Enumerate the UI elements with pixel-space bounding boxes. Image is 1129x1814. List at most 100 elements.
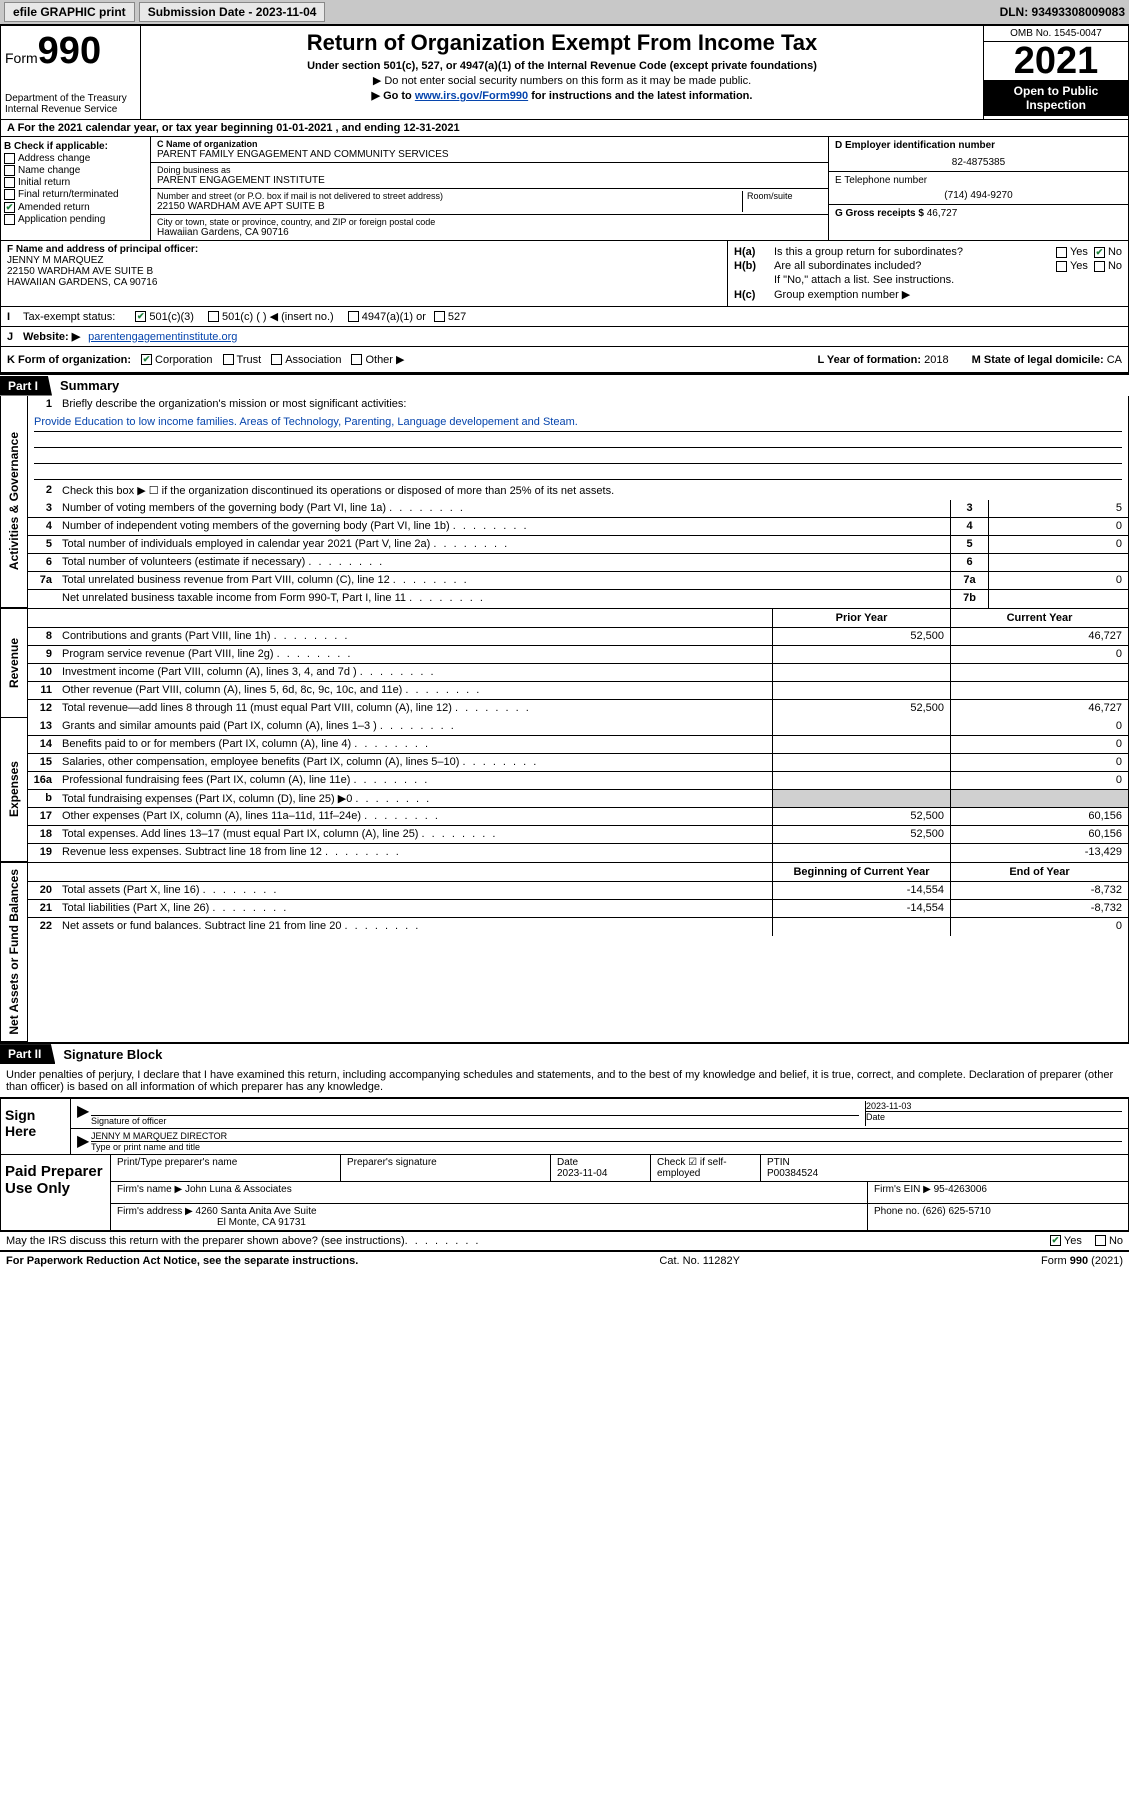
l-value: 2018 bbox=[924, 354, 948, 366]
chk-501c3[interactable]: ✔ bbox=[135, 311, 146, 322]
efile-button[interactable]: efile GRAPHIC print bbox=[4, 2, 135, 22]
part2-header-row: Part II Signature Block bbox=[0, 1042, 1129, 1065]
discuss-no-lbl: No bbox=[1109, 1235, 1123, 1247]
sign-here-row: Sign Here ▶ Signature of officer 2023-11… bbox=[0, 1097, 1129, 1155]
line-num: 12 bbox=[28, 700, 58, 718]
ha-no[interactable]: ✔ bbox=[1094, 247, 1105, 258]
data-line: 18Total expenses. Add lines 13–17 (must … bbox=[28, 826, 1128, 844]
irs-link[interactable]: www.irs.gov/Form990 bbox=[415, 90, 528, 102]
ein-value: 82-4875385 bbox=[835, 157, 1122, 168]
hb-yes[interactable] bbox=[1056, 261, 1067, 272]
prior-val bbox=[772, 736, 950, 753]
chk-address[interactable] bbox=[4, 153, 15, 164]
hb-no[interactable] bbox=[1094, 261, 1105, 272]
mission-line4 bbox=[34, 464, 1122, 480]
row-a-period: A For the 2021 calendar year, or tax yea… bbox=[0, 120, 1129, 137]
l2-desc: Check this box ▶ ☐ if the organization d… bbox=[58, 482, 1128, 500]
street-address: 22150 WARDHAM AVE APT SUITE B bbox=[157, 201, 742, 212]
ag-line: Net unrelated business taxable income fr… bbox=[28, 590, 1128, 608]
line-desc: Professional fundraising fees (Part IX, … bbox=[58, 772, 772, 789]
data-line: 11Other revenue (Part VIII, column (A), … bbox=[28, 682, 1128, 700]
submission-date: Submission Date - 2023-11-04 bbox=[139, 2, 326, 22]
block-bcdeg: B Check if applicable: Address change Na… bbox=[0, 137, 1129, 241]
block-fh: F Name and address of principal officer:… bbox=[0, 241, 1129, 307]
current-val: -13,429 bbox=[950, 844, 1128, 862]
cat-no: Cat. No. 11282Y bbox=[659, 1255, 740, 1267]
part2-badge: Part II bbox=[0, 1044, 55, 1064]
data-line: 8Contributions and grants (Part VIII, li… bbox=[28, 628, 1128, 646]
footer-form-num: 990 bbox=[1070, 1255, 1088, 1267]
discuss-row: May the IRS discuss this return with the… bbox=[0, 1231, 1129, 1250]
chk-corp[interactable]: ✔ bbox=[141, 354, 152, 365]
opt-527: 527 bbox=[448, 311, 466, 323]
row-j-website: J Website: ▶ parentengagementinstitute.o… bbox=[0, 327, 1129, 347]
line-num bbox=[28, 590, 58, 608]
row-klm: K Form of organization: ✔Corporation Tru… bbox=[0, 347, 1129, 373]
chk-trust[interactable] bbox=[223, 354, 234, 365]
chk-pending[interactable] bbox=[4, 214, 15, 225]
ha-yes[interactable] bbox=[1056, 247, 1067, 258]
line-desc: Other expenses (Part IX, column (A), lin… bbox=[58, 808, 772, 825]
prior-val: -14,554 bbox=[772, 900, 950, 917]
mission-text: Provide Education to low income families… bbox=[28, 414, 1128, 482]
opt-trust: Trust bbox=[237, 354, 262, 366]
line-val: 0 bbox=[988, 572, 1128, 589]
prior-val bbox=[772, 918, 950, 936]
prior-val bbox=[772, 682, 950, 699]
footer-year: 2021 bbox=[1095, 1255, 1119, 1267]
chk-501c[interactable] bbox=[208, 311, 219, 322]
officer-addr1: 22150 WARDHAM AVE SUITE B bbox=[7, 266, 721, 277]
mission-line2 bbox=[34, 432, 1122, 448]
f-label: F Name and address of principal officer: bbox=[7, 244, 721, 255]
firm-ein: 95-4263006 bbox=[934, 1184, 987, 1195]
line-val: 0 bbox=[988, 536, 1128, 553]
j-label: J bbox=[7, 331, 23, 343]
line-desc: Grants and similar amounts paid (Part IX… bbox=[58, 718, 772, 735]
m-label: M State of legal domicile: bbox=[972, 354, 1107, 366]
section-expenses: Expenses 13Grants and similar amounts pa… bbox=[0, 718, 1129, 862]
goto-post: for instructions and the latest informat… bbox=[528, 90, 752, 102]
chk-initial[interactable] bbox=[4, 177, 15, 188]
open-public: Open to Public Inspection bbox=[984, 80, 1128, 116]
col-beginning: Beginning of Current Year bbox=[772, 863, 950, 881]
website-link[interactable]: parentengagementinstitute.org bbox=[88, 331, 237, 343]
line-box: 7a bbox=[950, 572, 988, 589]
col-c-org: C Name of organization PARENT FAMILY ENG… bbox=[151, 137, 828, 240]
form-number: 990 bbox=[38, 30, 101, 72]
data-line: bTotal fundraising expenses (Part IX, co… bbox=[28, 790, 1128, 808]
discuss-no[interactable] bbox=[1095, 1235, 1106, 1246]
chk-amended[interactable]: ✔ bbox=[4, 202, 15, 213]
goto-pre: ▶ Go to bbox=[372, 90, 415, 102]
vtab-ag-text: Activities & Governance bbox=[7, 426, 21, 576]
line-num: 13 bbox=[28, 718, 58, 735]
current-val: 0 bbox=[950, 718, 1128, 735]
chk-name[interactable] bbox=[4, 165, 15, 176]
line-desc: Program service revenue (Part VIII, line… bbox=[58, 646, 772, 663]
line-desc: Total fundraising expenses (Part IX, col… bbox=[58, 790, 772, 807]
current-val: 0 bbox=[950, 918, 1128, 936]
line-desc: Number of voting members of the governin… bbox=[58, 500, 950, 517]
line-desc: Number of independent voting members of … bbox=[58, 518, 950, 535]
line-num: 10 bbox=[28, 664, 58, 681]
part1-badge: Part I bbox=[0, 376, 52, 396]
line-num: 5 bbox=[28, 536, 58, 553]
sig-officer-label: Signature of officer bbox=[91, 1115, 859, 1126]
discuss-yes[interactable]: ✔ bbox=[1050, 1235, 1061, 1246]
chk-4947[interactable] bbox=[348, 311, 359, 322]
chk-527[interactable] bbox=[434, 311, 445, 322]
opt-4947: 4947(a)(1) or bbox=[362, 311, 426, 323]
phone-label: E Telephone number bbox=[835, 175, 1122, 186]
mission-line3 bbox=[34, 448, 1122, 464]
row-i-status: I Tax-exempt status: ✔501(c)(3) 501(c) (… bbox=[0, 307, 1129, 327]
col-prior: Prior Year bbox=[772, 609, 950, 627]
lbl-amended: Amended return bbox=[18, 202, 90, 213]
line-desc: Salaries, other compensation, employee b… bbox=[58, 754, 772, 771]
chk-other[interactable] bbox=[351, 354, 362, 365]
chk-final[interactable] bbox=[4, 189, 15, 200]
room-label: Room/suite bbox=[747, 191, 822, 201]
line-desc: Total assets (Part X, line 16) bbox=[58, 882, 772, 899]
current-val: 0 bbox=[950, 754, 1128, 771]
discuss-text: May the IRS discuss this return with the… bbox=[6, 1235, 405, 1247]
net-col-hdr: Beginning of Current Year End of Year bbox=[28, 863, 1128, 882]
chk-assoc[interactable] bbox=[271, 354, 282, 365]
